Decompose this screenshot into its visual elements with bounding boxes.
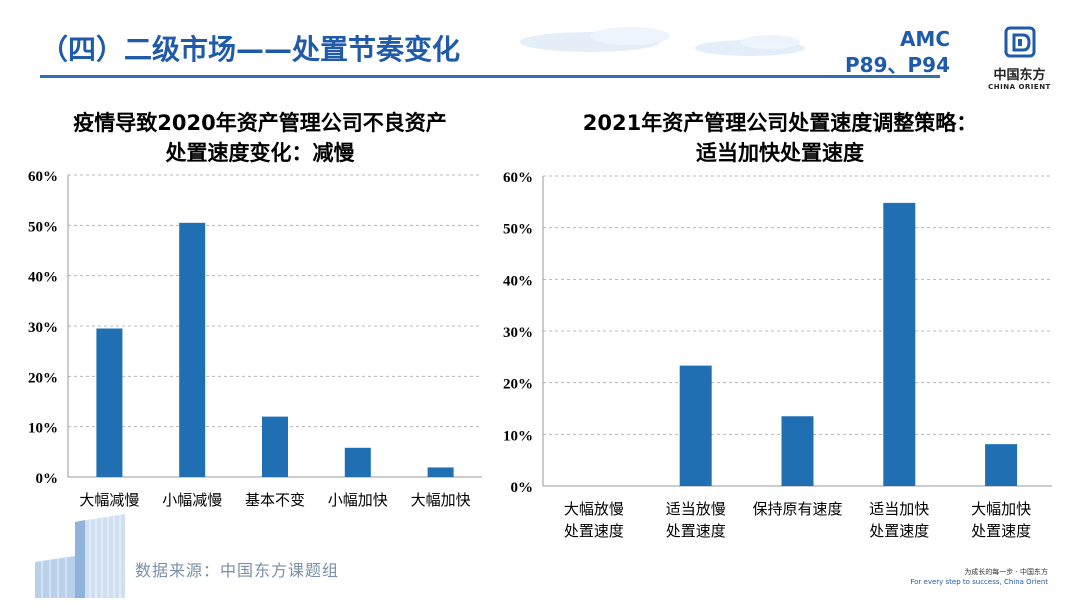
chart-title-2021: 2021年资产管理公司处置速度调整策略： 适当加快处置速度	[545, 108, 1015, 168]
y-tick-label: 10%	[28, 421, 58, 437]
x-category-label: 大幅减慢	[79, 491, 139, 509]
logo-text-en: CHINA ORIENT	[988, 83, 1051, 91]
page-title: （四）二级市场——处置节奏变化	[40, 33, 461, 66]
chart-title-2020-line2: 处置速度变化：减慢	[165, 141, 355, 165]
bar	[96, 328, 123, 477]
x-category-label: 适当加快	[869, 500, 929, 518]
y-tick-label: 20%	[503, 377, 533, 393]
footer-slogan: 为成长的每一步 · 中国东方 For every step to success…	[910, 567, 1048, 587]
header-divider	[40, 75, 940, 78]
y-tick-label: 40%	[28, 270, 58, 286]
bar	[883, 202, 916, 486]
x-category-label: 适当放慢	[666, 500, 726, 518]
reference-pages: P89、P94	[845, 53, 950, 77]
slogan-en: For every step to success, China Orient	[910, 578, 1048, 586]
x-category-label: 处置速度	[666, 522, 726, 540]
chart-title-2021-line1: 2021年资产管理公司处置速度调整策略：	[582, 111, 978, 135]
reference-label: AMC P89、P94	[830, 26, 950, 78]
x-category-label: 处置速度	[869, 522, 929, 540]
reference-amc: AMC	[899, 27, 950, 51]
x-category-label: 处置速度	[971, 522, 1031, 540]
chart-title-2020: 疫情导致2020年资产管理公司不良资产 处置速度变化：减慢	[30, 108, 490, 168]
chart-title-2020-line1: 疫情导致2020年资产管理公司不良资产	[73, 111, 447, 135]
bar	[679, 365, 712, 486]
bar	[179, 222, 206, 477]
y-tick-label: 50%	[28, 219, 58, 235]
cloud-decoration	[520, 27, 805, 56]
china-orient-logo-icon	[1004, 26, 1035, 58]
x-category-label: 基本不变	[245, 491, 305, 509]
company-logo: 中国东方 CHINA ORIENT	[972, 26, 1067, 91]
y-tick-label: 0%	[36, 471, 59, 487]
building-icon	[35, 514, 125, 598]
logo-text-cn: 中国东方	[993, 68, 1046, 83]
slogan-cn: 为成长的每一步 · 中国东方	[964, 568, 1048, 576]
bar	[985, 444, 1018, 486]
y-tick-label: 50%	[503, 222, 533, 238]
x-category-label: 保持原有速度	[752, 500, 842, 518]
y-tick-label: 10%	[503, 428, 533, 444]
bar	[781, 416, 814, 486]
x-category-label: 小幅减慢	[162, 491, 222, 509]
x-category-label: 小幅加快	[328, 491, 388, 509]
y-tick-label: 20%	[28, 370, 58, 386]
y-tick-label: 30%	[503, 325, 533, 341]
bar	[262, 416, 288, 477]
y-tick-label: 40%	[503, 273, 533, 289]
y-tick-label: 60%	[28, 169, 58, 185]
y-tick-label: 0%	[511, 480, 534, 496]
y-tick-label: 30%	[28, 320, 58, 336]
x-category-label: 处置速度	[564, 522, 624, 540]
x-category-label: 大幅放慢	[564, 500, 624, 518]
y-tick-label: 60%	[503, 170, 533, 186]
chart-title-2021-line2: 适当加快处置速度	[696, 141, 864, 165]
data-source-note: 数据来源：中国东方课题组	[135, 561, 340, 580]
bar	[427, 467, 454, 477]
bar	[344, 447, 371, 477]
x-category-label: 大幅加快	[971, 500, 1031, 518]
x-category-label: 大幅加快	[411, 491, 471, 509]
